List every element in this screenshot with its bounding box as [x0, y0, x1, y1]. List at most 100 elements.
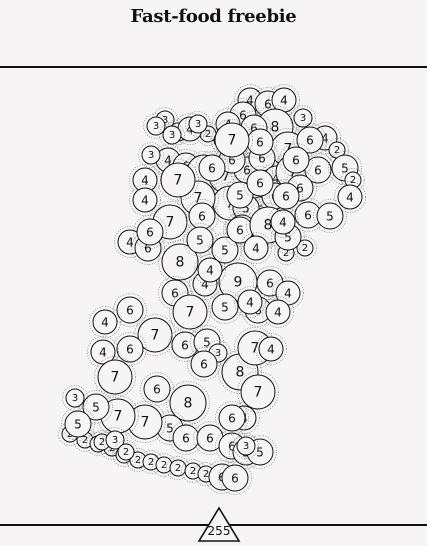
bubble-halo: [225, 211, 259, 245]
bubble-value: 5: [92, 401, 100, 415]
bubble-value: 6: [304, 209, 312, 223]
bubble-circle: [312, 125, 338, 151]
bubble-value: 6: [256, 136, 264, 150]
bubble: 4: [267, 206, 299, 238]
bubble: 6: [279, 143, 313, 177]
bubble: 6: [205, 460, 239, 494]
bubble-halo: [255, 333, 287, 365]
bubble: 4: [87, 336, 119, 368]
bubble-value: 7: [166, 215, 175, 231]
bubble: 2: [90, 430, 114, 454]
bubble: 5: [79, 390, 113, 424]
bubble-halo: [100, 436, 124, 460]
bubble-halo: [215, 259, 261, 305]
bubble: 7: [267, 128, 309, 170]
bubble-halo: [228, 402, 260, 434]
bubble-circle: [214, 122, 250, 158]
bubble: 4: [260, 162, 292, 194]
bubble-circle: [186, 154, 222, 190]
bubble-circle: [127, 404, 163, 440]
bubble-halo: [271, 220, 305, 254]
bubble-halo: [258, 179, 292, 213]
bubble-value: 6: [243, 164, 251, 178]
bubble-halo: [234, 84, 266, 116]
bubble-halo: [152, 453, 176, 477]
bubble-halo: [262, 296, 294, 328]
bubble-value: 9: [234, 275, 243, 291]
bubble-circle: [226, 216, 254, 244]
bubble: 4: [212, 108, 244, 140]
bubble-halo: [269, 179, 303, 213]
bubble-value: 5: [236, 189, 244, 203]
bubble-value: 8: [184, 396, 193, 412]
bubble-circle: [197, 465, 215, 483]
bubble-circle: [143, 375, 171, 403]
bubble: 6: [225, 211, 259, 245]
bubble-circle: [213, 131, 231, 149]
bubble-halo: [158, 276, 192, 310]
bubble-circle: [115, 446, 133, 464]
bubble-halo: [195, 151, 229, 185]
bubble: 3: [233, 433, 259, 459]
bubble-circle: [237, 289, 263, 315]
bubble-value: 2: [135, 455, 141, 466]
bubble: 6: [215, 401, 249, 435]
page-title: Fast-food freebie: [130, 6, 297, 27]
bubble-halo: [138, 142, 164, 168]
bubble-halo: [129, 164, 161, 196]
bubble-circle: [218, 432, 246, 460]
bubble: 6: [169, 421, 203, 455]
bubble-halo: [165, 119, 191, 145]
bubble-halo: [129, 184, 161, 216]
bubble: 5: [208, 290, 242, 324]
bubble: 4: [152, 144, 184, 176]
bubble-value: 5: [242, 202, 250, 216]
bubble: 4: [89, 306, 121, 338]
bubble: 4: [194, 254, 226, 286]
bubble: 6: [253, 266, 287, 300]
bubble-value: 7: [114, 409, 123, 425]
bubble-halo: [243, 166, 277, 200]
bubble: 2: [274, 241, 298, 265]
bubble: 2: [114, 440, 138, 464]
bubble: 3: [205, 340, 231, 366]
bubble-circle: [274, 223, 302, 251]
bubble-halo: [86, 432, 110, 456]
bubble-circle: [256, 269, 284, 297]
bubble-value: 2: [190, 466, 196, 477]
bubble-halo: [193, 421, 227, 455]
bubble-halo: [159, 122, 185, 148]
bubble: 6: [291, 198, 325, 232]
bubble: 4: [240, 232, 272, 264]
bubble-halo: [243, 193, 277, 227]
bubble-circle: [208, 343, 228, 363]
bubble-value: 6: [206, 432, 214, 446]
bubble-circle: [249, 206, 287, 244]
bubble-circle: [255, 216, 281, 242]
bubble-halo: [237, 111, 271, 145]
bubble-circle: [197, 257, 223, 283]
bubble-circle: [331, 154, 359, 182]
bubble-circle: [294, 201, 322, 229]
bubble-value: 6: [238, 222, 246, 236]
bubble-value: 2: [95, 439, 101, 450]
bubble-halo: [166, 456, 190, 480]
bubble-circle: [232, 194, 260, 222]
bubble: 8: [253, 105, 297, 149]
bubble: 2: [293, 236, 317, 260]
bubble-circle: [218, 404, 246, 432]
bubble-halo: [185, 199, 219, 233]
bubble-value: 4: [246, 94, 254, 108]
bubble: 4: [252, 213, 284, 245]
bubble: 9: [215, 259, 261, 305]
bubble-value: 2: [99, 437, 105, 448]
bubble-value: 8: [176, 255, 185, 271]
bubble-value: 6: [228, 440, 236, 454]
bubble-value: 3: [148, 150, 154, 161]
bubble-circle: [246, 196, 274, 224]
bubble: 6: [258, 179, 292, 213]
bubble-circle: [188, 114, 208, 134]
bubble-circle: [190, 350, 218, 378]
bubble-value: 5: [221, 244, 229, 258]
bubble-value: 4: [141, 194, 149, 208]
